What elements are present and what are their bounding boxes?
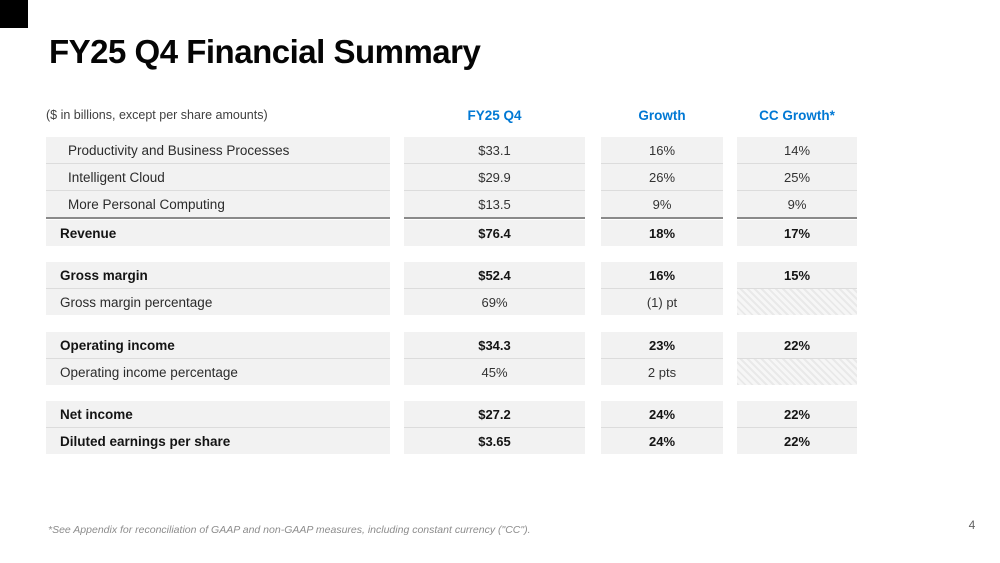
column-header-fy25-q4: FY25 Q4: [467, 107, 522, 123]
fy25-q4-value: $27.2: [404, 401, 585, 427]
cc-growth-value: 14%: [737, 137, 857, 163]
table-units-note: ($ in billions, except per share amounts…: [46, 108, 268, 122]
cc-growth-value: 25%: [737, 164, 857, 190]
table-row: Revenue $76.4 18% 17%: [46, 220, 857, 246]
growth-value: 24%: [601, 428, 723, 454]
table-row: Operating income percentage 45% 2 pts: [46, 359, 857, 385]
row-label: Productivity and Business Processes: [46, 137, 390, 163]
fy25-q4-value: 45%: [404, 359, 585, 385]
corner-marker: [0, 0, 28, 28]
row-label: Gross margin percentage: [46, 289, 390, 315]
table-row: More Personal Computing $13.5 9% 9%: [46, 191, 857, 217]
row-label: Revenue: [46, 220, 390, 246]
row-label: Diluted earnings per share: [46, 428, 390, 454]
fy25-q4-value: 69%: [404, 289, 585, 315]
growth-value: 9%: [601, 191, 723, 217]
growth-value: 24%: [601, 401, 723, 427]
page-title: FY25 Q4 Financial Summary: [49, 33, 481, 70]
fy25-q4-value: $76.4: [404, 220, 585, 246]
cc-growth-value: 22%: [737, 401, 857, 427]
table-row: Gross margin $52.4 16% 15%: [46, 262, 857, 288]
row-label: Operating income: [46, 332, 390, 358]
cc-growth-value: 22%: [737, 428, 857, 454]
not-applicable-hatched-cell: [737, 359, 857, 385]
fy25-q4-value: $33.1: [404, 137, 585, 163]
cc-growth-value: 15%: [737, 262, 857, 288]
fy25-q4-value: $3.65: [404, 428, 585, 454]
revenue-section: Productivity and Business Processes $33.…: [46, 137, 857, 246]
fy25-q4-value: $13.5: [404, 191, 585, 217]
table-row: Gross margin percentage 69% (1) pt: [46, 289, 857, 315]
footnote: *See Appendix for reconciliation of GAAP…: [48, 524, 531, 536]
growth-value: 23%: [601, 332, 723, 358]
table-row: Net income $27.2 24% 22%: [46, 401, 857, 427]
table-row: Intelligent Cloud $29.9 26% 25%: [46, 164, 857, 190]
row-label: Intelligent Cloud: [46, 164, 390, 190]
cc-growth-value: 17%: [737, 220, 857, 246]
table-row: Operating income $34.3 23% 22%: [46, 332, 857, 358]
fy25-q4-value: $34.3: [404, 332, 585, 358]
growth-value: 18%: [601, 220, 723, 246]
operating-income-section: Operating income $34.3 23% 22% Operating…: [46, 332, 857, 385]
column-header-growth: Growth: [638, 107, 686, 123]
growth-value: 2 pts: [601, 359, 723, 385]
row-label: Net income: [46, 401, 390, 427]
not-applicable-hatched-cell: [737, 289, 857, 315]
page-number: 4: [968, 518, 976, 532]
table-row: Productivity and Business Processes $33.…: [46, 137, 857, 163]
table-row: Diluted earnings per share $3.65 24% 22%: [46, 428, 857, 454]
row-label: Gross margin: [46, 262, 390, 288]
row-label: Operating income percentage: [46, 359, 390, 385]
growth-value: (1) pt: [601, 289, 723, 315]
fy25-q4-value: $29.9: [404, 164, 585, 190]
fy25-q4-value: $52.4: [404, 262, 585, 288]
cc-growth-value: 22%: [737, 332, 857, 358]
cc-growth-value: 9%: [737, 191, 857, 217]
column-header-cc-growth: CC Growth*: [759, 107, 835, 123]
gross-margin-section: Gross margin $52.4 16% 15% Gross margin …: [46, 262, 857, 315]
net-income-section: Net income $27.2 24% 22% Diluted earning…: [46, 401, 857, 454]
row-label: More Personal Computing: [46, 191, 390, 217]
growth-value: 16%: [601, 262, 723, 288]
growth-value: 16%: [601, 137, 723, 163]
growth-value: 26%: [601, 164, 723, 190]
